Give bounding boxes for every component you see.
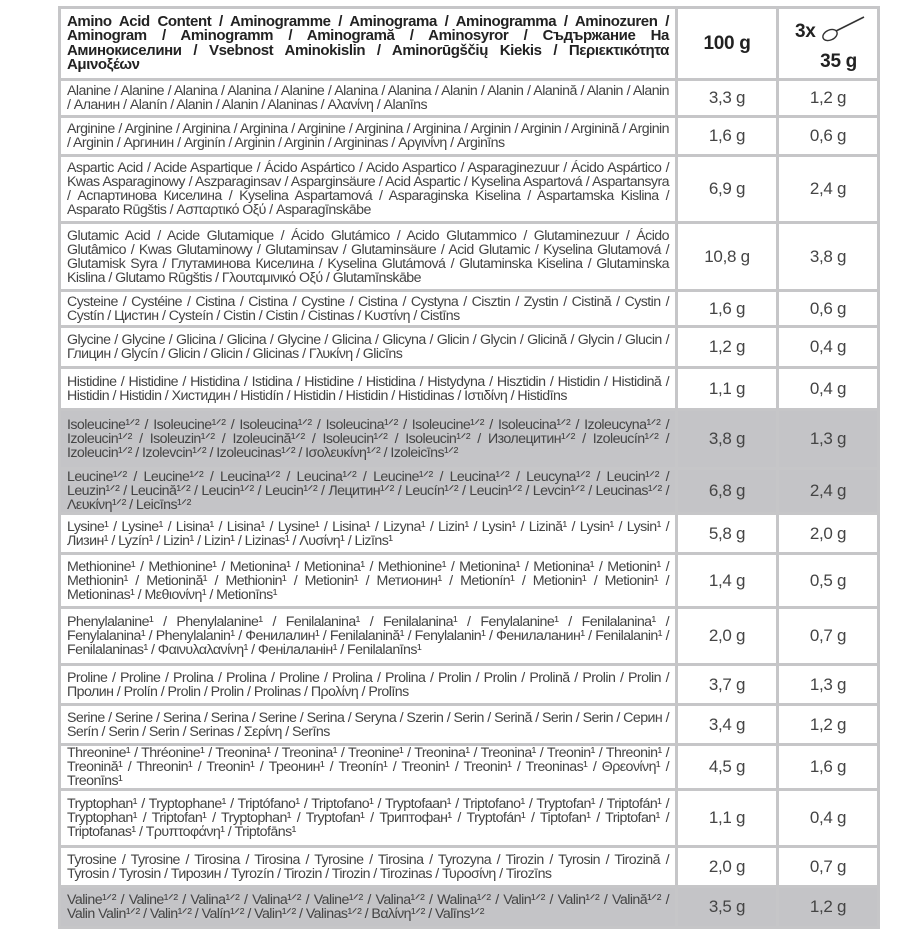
table-row: Glutamic Acid / Acide Glutamique / Ácido… (58, 221, 880, 292)
amino-acid-name: Lysine¹ / Lysine¹ / Lisina¹ / Lisina¹ / … (58, 512, 678, 555)
value-per-100g: 1,1 g (675, 366, 779, 411)
value-per-serving: 1,3 g (776, 663, 880, 706)
serving-weight: 35 g (820, 50, 857, 72)
header-serving: 3x 35 g (776, 6, 880, 81)
table-row: Valine¹ᐟ² / Valine¹ᐟ² / Valina¹ᐟ² / Vali… (58, 885, 880, 929)
table-row: Leucine¹ᐟ² / Leucine¹ᐟ² / Leucina¹ᐟ² / L… (58, 467, 880, 515)
value-per-100g: 2,0 g (675, 845, 779, 888)
amino-acid-name: Tryptophan¹ / Tryptophane¹ / Triptófano¹… (58, 788, 678, 848)
amino-acid-name: Cysteine / Cystéine / Cistina / Cistina … (58, 289, 678, 328)
amino-acid-name: Phenylalanine¹ / Phenylalanine¹ / Fenila… (58, 606, 678, 666)
table-row: Tryptophan¹ / Tryptophane¹ / Triptófano¹… (58, 788, 880, 848)
amino-acid-name: Tyrosine / Tyrosine / Tirosina / Tirosin… (58, 845, 678, 888)
scoop-icon (822, 15, 865, 41)
value-per-100g: 1,2 g (675, 325, 779, 369)
table-row: Glycine / Glycine / Glicina / Glicina / … (58, 325, 880, 369)
value-per-serving: 0,6 g (776, 115, 880, 157)
table-row: Alanine / Alanine / Alanina / Alanina / … (58, 78, 880, 118)
table-row: Proline / Proline / Prolina / Prolina / … (58, 663, 880, 706)
value-per-serving: 1,2 g (776, 703, 880, 746)
amino-acid-name: Serine / Serine / Serina / Serina / Seri… (58, 703, 678, 746)
amino-acid-name: Aspartic Acid / Acide Aspartique / Ácido… (58, 154, 678, 224)
value-per-serving: 3,8 g (776, 221, 880, 292)
value-per-serving: 1,3 g (776, 408, 880, 470)
value-per-serving: 1,2 g (776, 78, 880, 118)
amino-acid-name: Proline / Proline / Prolina / Prolina / … (58, 663, 678, 706)
value-per-serving: 0,7 g (776, 606, 880, 666)
amino-acid-name: Leucine¹ᐟ² / Leucine¹ᐟ² / Leucina¹ᐟ² / L… (58, 467, 678, 515)
table-row: Lysine¹ / Lysine¹ / Lisina¹ / Lisina¹ / … (58, 512, 880, 555)
table-row: Arginine / Arginine / Arginina / Arginin… (58, 115, 880, 157)
value-per-100g: 2,0 g (675, 606, 779, 666)
table-row: Histidine / Histidine / Histidina / Isti… (58, 366, 880, 411)
value-per-100g: 6,9 g (675, 154, 779, 224)
value-per-100g: 4,5 g (675, 743, 779, 791)
amino-acid-name: Glycine / Glycine / Glicina / Glicina / … (58, 325, 678, 369)
header-100g: 100 g (675, 6, 779, 81)
value-per-serving: 2,4 g (776, 154, 880, 224)
value-per-100g: 3,3 g (675, 78, 779, 118)
value-per-serving: 0,6 g (776, 289, 880, 328)
table-row: Tyrosine / Tyrosine / Tirosina / Tirosin… (58, 845, 880, 888)
value-per-100g: 1,6 g (675, 115, 779, 157)
value-per-serving: 0,4 g (776, 366, 880, 411)
value-per-serving: 0,5 g (776, 552, 880, 609)
value-per-100g: 1,4 g (675, 552, 779, 609)
table-row: Aspartic Acid / Acide Aspartique / Ácido… (58, 154, 880, 224)
amino-acid-table: Amino Acid Content / Aminogramme / Amino… (58, 6, 880, 929)
value-per-serving: 0,7 g (776, 845, 880, 888)
amino-acid-name: Threonine¹ / Thréonine¹ / Treonina¹ / Tr… (58, 743, 678, 791)
amino-acid-name: Arginine / Arginine / Arginina / Arginin… (58, 115, 678, 157)
value-per-serving: 2,4 g (776, 467, 880, 515)
value-per-100g: 3,7 g (675, 663, 779, 706)
value-per-serving: 2,0 g (776, 512, 880, 555)
serving-count: 3x (795, 20, 816, 42)
table-row: Threonine¹ / Thréonine¹ / Treonina¹ / Tr… (58, 743, 880, 791)
value-per-serving: 0,4 g (776, 325, 880, 369)
value-per-100g: 3,8 g (675, 408, 779, 470)
value-per-100g: 1,1 g (675, 788, 779, 848)
value-per-100g: 5,8 g (675, 512, 779, 555)
value-per-100g: 3,4 g (675, 703, 779, 746)
table-row: Serine / Serine / Serina / Serina / Seri… (58, 703, 880, 746)
amino-acid-name: Alanine / Alanine / Alanina / Alanina / … (58, 78, 678, 118)
amino-acid-name: Histidine / Histidine / Histidina / Isti… (58, 366, 678, 411)
header-title: Amino Acid Content / Aminogramme / Amino… (58, 6, 678, 81)
value-per-serving: 1,2 g (776, 885, 880, 929)
table-row: Methionine¹ / Methionine¹ / Metionina¹ /… (58, 552, 880, 609)
table-row: Isoleucine¹ᐟ² / Isoleucine¹ᐟ² / Isoleuci… (58, 408, 880, 470)
header-row: Amino Acid Content / Aminogramme / Amino… (58, 6, 880, 81)
value-per-100g: 1,6 g (675, 289, 779, 328)
amino-acid-name: Glutamic Acid / Acide Glutamique / Ácido… (58, 221, 678, 292)
amino-acid-name: Isoleucine¹ᐟ² / Isoleucine¹ᐟ² / Isoleuci… (58, 408, 678, 470)
amino-acid-name: Methionine¹ / Methionine¹ / Metionina¹ /… (58, 552, 678, 609)
value-per-serving: 0,4 g (776, 788, 880, 848)
table-row: Cysteine / Cystéine / Cistina / Cistina … (58, 289, 880, 328)
value-per-serving: 1,6 g (776, 743, 880, 791)
value-per-100g: 3,5 g (675, 885, 779, 929)
value-per-100g: 6,8 g (675, 467, 779, 515)
value-per-100g: 10,8 g (675, 221, 779, 292)
table-row: Phenylalanine¹ / Phenylalanine¹ / Fenila… (58, 606, 880, 666)
amino-acid-name: Valine¹ᐟ² / Valine¹ᐟ² / Valina¹ᐟ² / Vali… (58, 885, 678, 929)
